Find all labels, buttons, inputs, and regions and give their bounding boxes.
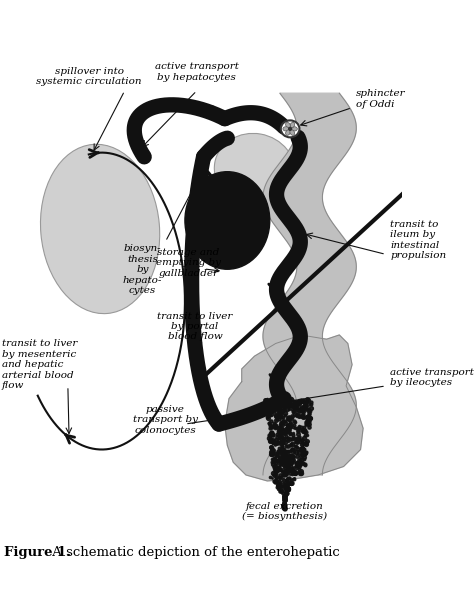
Ellipse shape: [290, 122, 295, 128]
Ellipse shape: [290, 130, 295, 135]
Ellipse shape: [283, 126, 289, 131]
Ellipse shape: [288, 126, 292, 131]
Text: spillover into
systemic circulation: spillover into systemic circulation: [36, 66, 142, 86]
Ellipse shape: [286, 130, 291, 135]
Polygon shape: [263, 93, 356, 475]
Polygon shape: [225, 335, 363, 481]
Text: A schematic depiction of the enterohepatic: A schematic depiction of the enterohepat…: [48, 546, 340, 559]
Ellipse shape: [214, 133, 295, 206]
Text: passive
transport by
colonocytes: passive transport by colonocytes: [133, 405, 198, 435]
Text: transit to
ileum by
intestinal
propulsion: transit to ileum by intestinal propulsio…: [390, 220, 447, 260]
Text: transit to liver
by mesenteric
and hepatic
arterial blood
flow: transit to liver by mesenteric and hepat…: [2, 340, 77, 390]
Text: storage and
emptying by
gallbladder: storage and emptying by gallbladder: [156, 248, 221, 278]
Text: biosyn-
thesis
by
hepato-
cytes: biosyn- thesis by hepato- cytes: [123, 244, 162, 295]
Text: Figure 1.: Figure 1.: [4, 546, 72, 559]
Ellipse shape: [292, 126, 297, 131]
Text: sphincter
of Oddi: sphincter of Oddi: [356, 90, 406, 109]
Text: fecal excretion
(= biosynthesis): fecal excretion (= biosynthesis): [242, 502, 327, 521]
Ellipse shape: [281, 120, 300, 138]
Ellipse shape: [286, 122, 291, 128]
Ellipse shape: [40, 144, 160, 314]
Ellipse shape: [185, 172, 270, 270]
Text: transit to liver
by portal
blood flow: transit to liver by portal blood flow: [157, 312, 233, 341]
Text: active transport
by ileocytes: active transport by ileocytes: [390, 368, 474, 387]
Text: active transport
by hepatocytes: active transport by hepatocytes: [155, 63, 239, 82]
